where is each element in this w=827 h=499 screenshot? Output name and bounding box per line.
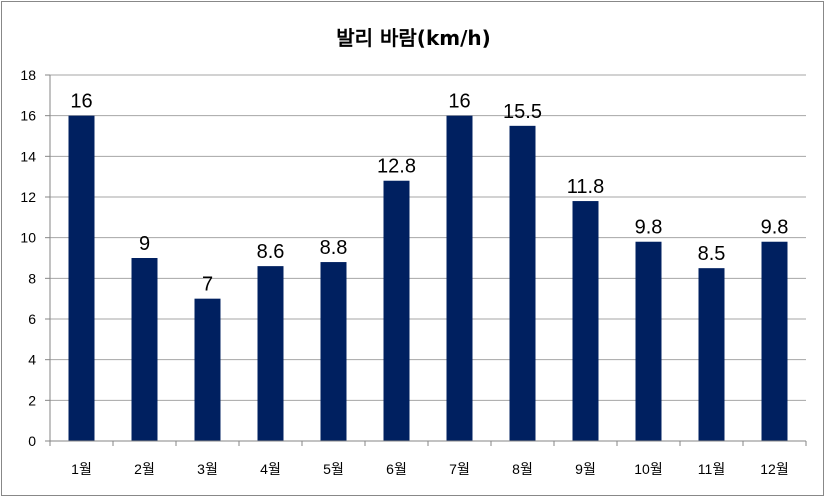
chart-title: 발리 바람(km/h) [336,26,491,50]
bar-5 [320,262,347,441]
bar-4 [257,266,284,441]
bar-6 [383,180,410,441]
x-tick-label: 7월 [449,461,470,477]
y-tick-label: 8 [28,270,36,286]
x-tick-label: 9월 [575,461,596,477]
y-tick-label: 2 [28,392,36,408]
data-label-1: 16 [70,91,92,113]
bar-1 [68,115,95,442]
x-tick-label: 3월 [197,461,218,477]
bar-12 [761,241,788,441]
x-tick-label: 8월 [512,461,533,477]
data-labels: 16 9 7 8.6 8.8 12.8 16 15.5 11.8 9.8 8.5 9.8 [70,91,788,296]
y-tick-label: 18 [20,67,36,83]
bar-8 [509,125,536,441]
bar-10 [635,241,662,441]
y-tick-label: 0 [28,433,36,449]
bar-11 [698,268,725,441]
bar-9 [572,201,599,441]
gridlines [50,74,806,401]
data-label-8: 15.5 [503,101,542,123]
x-tick-label: 10월 [634,461,662,477]
data-label-12: 9.8 [761,217,789,239]
data-label-11: 8.5 [698,243,726,265]
data-label-4: 8.6 [257,241,285,263]
bars [68,115,788,442]
data-label-6: 12.8 [377,156,416,178]
y-tick-label: 12 [20,189,36,205]
axes: 0 2 4 6 8 10 12 14 16 18 1월 2월 3월 4월 5월 6월 7월 8월 9월 10월 11월 1… [20,67,807,477]
data-label-3: 7 [202,274,213,296]
x-tick-label: 5월 [323,461,344,477]
data-label-5: 8.8 [320,237,348,259]
x-tick-label: 4월 [260,461,281,477]
data-label-2: 9 [139,233,150,255]
data-label-7: 16 [448,91,470,113]
y-tick-label: 16 [20,108,36,124]
y-tick-label: 6 [28,311,36,327]
y-tick-label: 4 [28,352,36,368]
x-tick-label: 6월 [386,461,407,477]
y-tick-label: 10 [20,230,36,246]
bar-2 [131,258,158,441]
data-label-9: 11.8 [567,176,604,198]
bar-7 [446,115,473,442]
y-tick-label: 14 [20,148,36,164]
data-label-10: 9.8 [635,217,663,239]
x-tick-label: 2월 [134,461,155,477]
bar-3 [194,298,221,441]
x-tick-label: 12월 [760,461,788,477]
x-tick-label: 11월 [698,461,725,477]
x-tick-label: 1월 [71,461,92,477]
